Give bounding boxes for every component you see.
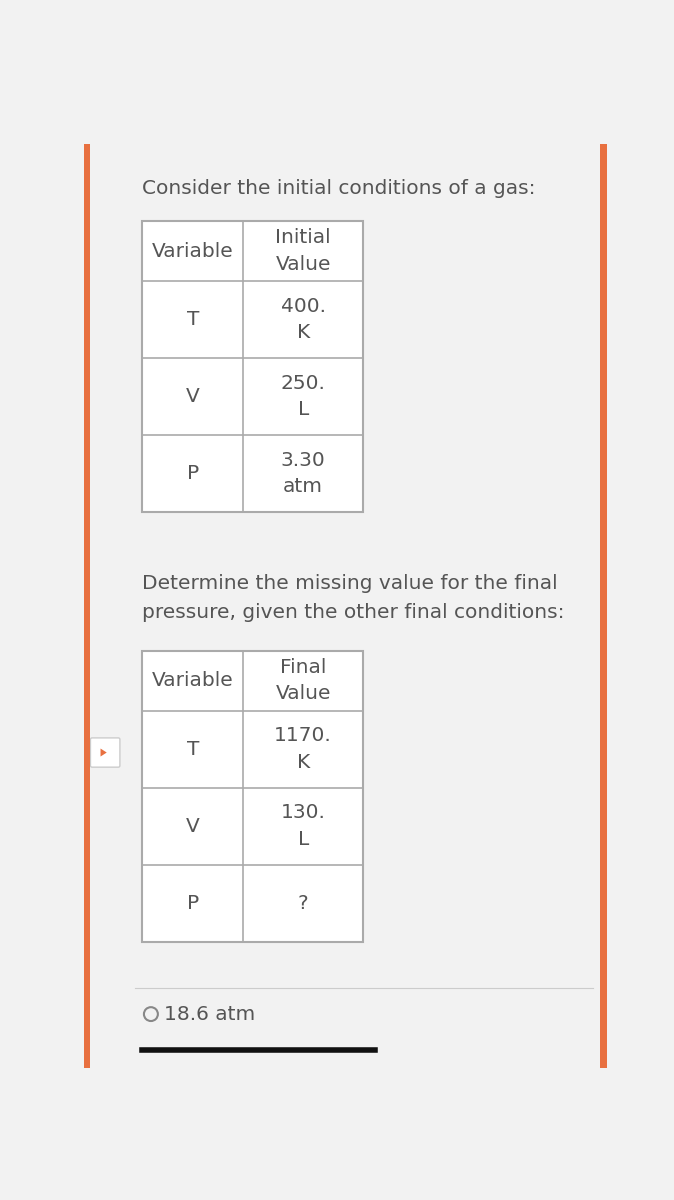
Bar: [243, 221, 363, 281]
Text: 18.6 atm: 18.6 atm: [164, 1004, 255, 1024]
Text: 400.
K: 400. K: [280, 296, 326, 342]
Text: Variable: Variable: [152, 241, 234, 260]
Text: 3.30
atm: 3.30 atm: [281, 451, 326, 497]
Text: Consider the initial conditions of a gas:: Consider the initial conditions of a gas…: [142, 179, 536, 198]
Bar: [142, 358, 243, 436]
Bar: [243, 710, 363, 787]
Bar: [142, 650, 363, 942]
Bar: [601, 144, 607, 1068]
Bar: [243, 436, 363, 512]
Bar: [243, 358, 363, 436]
Bar: [142, 436, 243, 512]
Text: 1170.
K: 1170. K: [274, 726, 332, 772]
Text: ?: ?: [298, 894, 309, 913]
Bar: [243, 865, 363, 942]
Bar: [243, 281, 363, 358]
Text: 250.
L: 250. L: [281, 374, 326, 419]
FancyBboxPatch shape: [90, 738, 120, 767]
Text: V: V: [186, 817, 200, 835]
Text: P: P: [187, 894, 199, 913]
Text: V: V: [186, 388, 200, 406]
Text: T: T: [187, 739, 199, 758]
Text: Determine the missing value for the final
pressure, given the other final condit: Determine the missing value for the fina…: [142, 574, 565, 622]
Text: 130.
L: 130. L: [281, 804, 326, 848]
Bar: [142, 787, 243, 865]
Bar: [84, 144, 90, 1068]
Text: P: P: [187, 464, 199, 484]
Text: T: T: [187, 310, 199, 329]
Bar: [142, 221, 243, 281]
Bar: [142, 281, 243, 358]
Text: Final
Value: Final Value: [276, 658, 331, 703]
Text: Variable: Variable: [152, 671, 234, 690]
Bar: [142, 710, 243, 787]
Bar: [243, 650, 363, 710]
Bar: [142, 650, 243, 710]
Bar: [142, 221, 363, 512]
Bar: [142, 865, 243, 942]
Bar: [243, 787, 363, 865]
Polygon shape: [100, 749, 106, 756]
Text: Initial
Value: Initial Value: [276, 228, 331, 274]
